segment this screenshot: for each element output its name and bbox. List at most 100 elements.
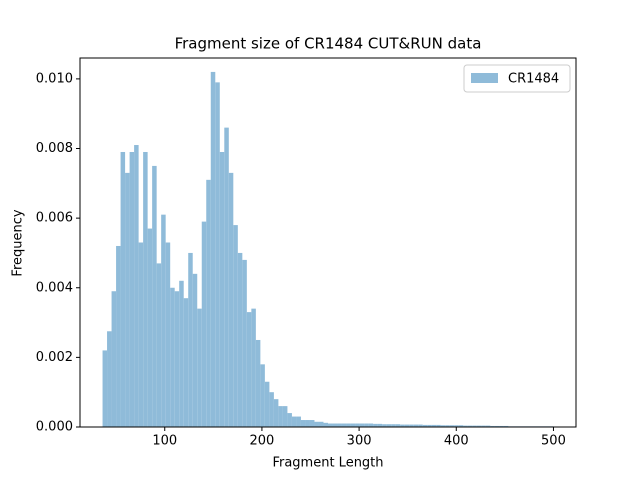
bar [296,416,301,427]
bar [467,425,473,427]
legend-box [463,64,571,93]
bar [373,423,378,427]
bar [503,425,509,427]
bar [449,425,455,427]
bar [395,424,401,427]
x-tick-label: 400 [444,434,469,449]
bar [242,259,247,427]
bar [400,424,405,427]
bar [147,228,153,427]
bar [233,225,238,427]
bar [287,413,292,427]
x-tick-label: 200 [250,434,275,449]
bar [323,422,328,427]
bar [436,424,441,427]
bar [161,214,166,427]
bar [269,392,274,427]
bar [305,420,310,427]
bar [278,406,283,427]
bar [255,339,261,427]
bar [422,424,428,427]
bar [219,151,225,427]
bar [138,242,144,427]
bar [391,424,396,427]
bar [156,263,162,427]
y-tick-label: 0.002 [36,350,73,365]
x-axis-label: Fragment Length [272,456,383,471]
bar [409,424,414,427]
bar [328,423,333,427]
y-tick-label: 0.006 [36,211,73,226]
bar [440,425,446,427]
bar [251,308,256,427]
y-tick-label: 0.000 [36,420,73,435]
bar [472,425,477,427]
bar [111,291,117,427]
bar [341,423,347,427]
bar [346,423,351,427]
bar [499,425,504,427]
bar [237,252,243,427]
bar [314,421,319,427]
bar [228,172,234,427]
bar [116,245,121,427]
bar [215,82,220,428]
bar [337,423,342,427]
bar [318,421,324,427]
bar [197,308,202,427]
bar [300,420,306,427]
bar [377,423,383,427]
legend-label: CR1484 [508,72,559,87]
bar [490,425,495,427]
bar [129,151,135,427]
bar [332,423,338,427]
bar [273,399,279,427]
bar [224,127,229,427]
bar [206,179,211,427]
plot-frame [79,57,577,428]
bar [364,423,369,427]
bar [165,242,171,427]
chart-title: Fragment size of CR1484 CUT&RUN data [175,35,482,53]
bar [282,406,288,427]
bar [120,151,126,427]
bar [309,420,315,427]
bar [107,331,112,427]
y-tick-label: 0.010 [36,71,73,86]
bar [431,424,437,427]
bar [152,165,157,427]
bar [350,423,356,427]
bar [188,252,193,427]
bar [143,151,148,427]
bar [404,424,410,427]
bar [418,424,423,427]
x-tick-label: 100 [152,434,177,449]
x-tick-label: 300 [347,434,372,449]
bar [174,291,180,427]
legend-swatch [471,73,498,83]
y-tick-label: 0.004 [36,280,73,295]
bar [210,71,216,427]
bar [170,287,175,427]
bar [386,424,392,427]
bar [485,425,491,427]
bar [494,425,500,427]
bar [476,425,482,427]
bar [481,425,486,427]
bar [463,425,468,427]
bar [382,424,387,427]
bar [291,416,297,427]
bar [260,364,265,427]
y-axis-label: Frequency [11,209,26,276]
bar [179,280,184,427]
bar [264,381,270,427]
bar [359,423,365,427]
bar [201,221,207,427]
bar [125,172,130,427]
bar [134,145,139,427]
bar [445,425,450,427]
bar [413,424,419,427]
bar [355,423,360,427]
bar [368,423,374,427]
